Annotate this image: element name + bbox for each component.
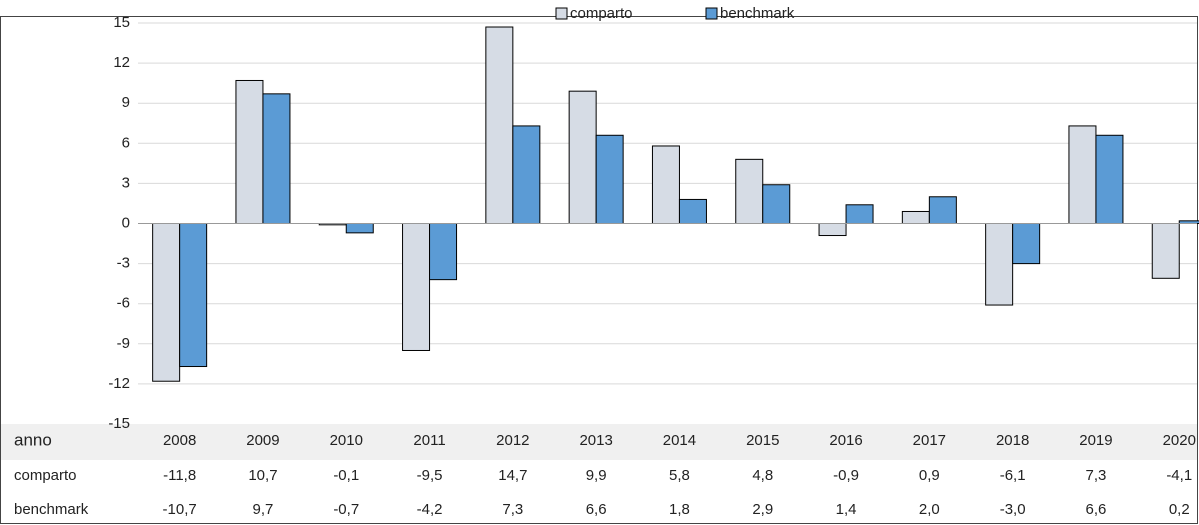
bar — [512, 125, 541, 224]
bar — [845, 204, 874, 224]
y-tick-label: -12 — [108, 375, 130, 392]
table-cell: 7,3 — [502, 501, 523, 518]
x-tick-label: 2008 — [163, 432, 196, 449]
y-tick-label: 3 — [122, 174, 130, 191]
table-row-label: comparto — [14, 467, 77, 484]
bar — [818, 223, 847, 237]
x-tick-label: 2012 — [496, 432, 529, 449]
legend-swatch — [705, 7, 718, 20]
x-tick-label: 2010 — [330, 432, 363, 449]
table-cell: -10,7 — [163, 501, 197, 518]
bar — [179, 223, 208, 368]
bar — [762, 184, 791, 224]
table-cell: 2,0 — [919, 501, 940, 518]
bar — [678, 198, 707, 225]
bar — [235, 79, 264, 224]
bar — [152, 223, 181, 382]
bar — [345, 223, 374, 234]
y-tick-label: -9 — [117, 335, 130, 352]
table-cell: -4,2 — [417, 501, 443, 518]
table-header-label: anno — [14, 430, 52, 449]
table-cell: 1,4 — [836, 501, 857, 518]
table-cell: -0,7 — [333, 501, 359, 518]
legend-label: comparto — [570, 5, 633, 22]
bar — [1095, 134, 1124, 224]
bar — [262, 93, 291, 224]
table-cell: -3,0 — [1000, 501, 1026, 518]
table-cell: 5,8 — [669, 467, 690, 484]
bar — [735, 158, 764, 224]
bar — [1012, 223, 1041, 265]
table-cell: 9,7 — [253, 501, 274, 518]
table-cell: -0,9 — [833, 467, 859, 484]
table-cell: 0,2 — [1169, 501, 1190, 518]
bar — [901, 210, 930, 225]
x-tick-label: 2009 — [246, 432, 279, 449]
bar — [402, 223, 431, 351]
legend-label: benchmark — [720, 5, 795, 22]
bar — [429, 223, 458, 281]
y-tick-label: 6 — [122, 134, 130, 151]
table-row-label: benchmark — [14, 501, 89, 518]
bar — [1068, 125, 1097, 224]
y-tick-label: 15 — [113, 14, 130, 31]
table-cell: -11,8 — [163, 467, 196, 484]
table-cell: 4,8 — [752, 467, 773, 484]
x-tick-label: 2014 — [663, 432, 696, 449]
y-tick-label: -6 — [117, 295, 130, 312]
legend-swatch — [555, 7, 568, 20]
x-tick-label: 2013 — [579, 432, 612, 449]
table-cell: -4,1 — [1166, 467, 1192, 484]
table-cell: -0,1 — [333, 467, 359, 484]
bar — [485, 26, 514, 225]
x-tick-label: 2018 — [996, 432, 1029, 449]
table-cell: 6,6 — [1086, 501, 1107, 518]
x-tick-label: 2011 — [413, 432, 445, 449]
x-tick-label: 2019 — [1079, 432, 1112, 449]
table-cell: -9,5 — [417, 467, 443, 484]
y-tick-label: -3 — [117, 255, 130, 272]
bar — [985, 223, 1014, 306]
bar — [651, 145, 680, 224]
table-cell: 2,9 — [752, 501, 773, 518]
bar — [928, 196, 957, 224]
chart-border — [0, 16, 1198, 524]
table-cell: 7,3 — [1086, 467, 1107, 484]
table-cell: 1,8 — [669, 501, 690, 518]
x-tick-label: 2016 — [829, 432, 862, 449]
y-tick-label: 12 — [113, 54, 130, 71]
table-cell: 6,6 — [586, 501, 607, 518]
bar — [595, 134, 624, 224]
table-cell: 14,7 — [498, 467, 527, 484]
x-tick-label: 2015 — [746, 432, 779, 449]
y-tick-label: 9 — [122, 94, 130, 111]
table-cell: 0,9 — [919, 467, 940, 484]
x-tick-label: 2020 — [1163, 432, 1196, 449]
y-tick-label: 0 — [122, 214, 130, 231]
table-cell: -6,1 — [1000, 467, 1026, 484]
table-cell: 10,7 — [248, 467, 277, 484]
bar — [568, 90, 597, 224]
bar — [1151, 223, 1180, 279]
table-cell: 9,9 — [586, 467, 607, 484]
table-header-band — [1, 424, 1197, 460]
y-tick-label: -15 — [108, 415, 130, 432]
x-tick-label: 2017 — [913, 432, 946, 449]
